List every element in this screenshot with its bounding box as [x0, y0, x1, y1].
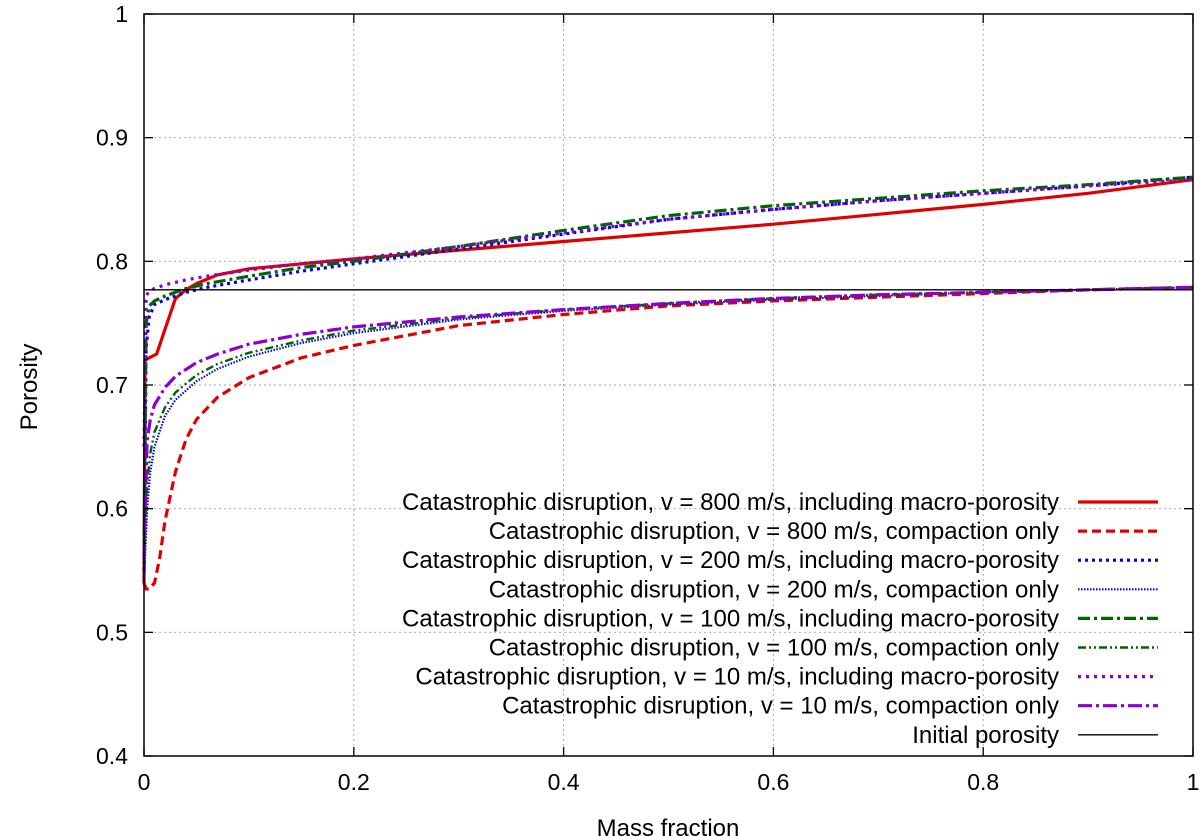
y-tick-label: 0.8	[96, 248, 128, 274]
tick-labels: 0 0.2 0.4 0.6 0.8 1 0.4 0.5 0.6 0.7 0.8 0.9 1	[96, 1, 1199, 795]
ticks	[143, 13, 1194, 757]
x-tick-label: 0.2	[338, 769, 370, 795]
legend-label-1: Catastrophic disruption, v = 800 m/s, in…	[402, 489, 1059, 516]
y-axis-label: Porosity	[16, 344, 43, 431]
y-tick-label: 0.4	[96, 743, 128, 769]
series-line-2	[142, 285, 1194, 591]
y-tick-label: 1	[115, 1, 128, 27]
series-line-8	[142, 285, 1194, 559]
legend-label-8: Catastrophic disruption, v = 10 m/s, com…	[502, 693, 1059, 720]
legend-label-6: Catastrophic disruption, v = 100 m/s, co…	[489, 635, 1059, 662]
x-axis-label: Mass fraction	[597, 815, 740, 836]
series-line-1	[142, 178, 1194, 583]
x-tick-label: 0.8	[967, 769, 999, 795]
legend-label-5: Catastrophic disruption, v = 100 m/s, in…	[402, 605, 1059, 632]
y-tick-label: 0.5	[96, 619, 128, 645]
legend-label-2: Catastrophic disruption, v = 800 m/s, co…	[489, 518, 1059, 545]
series-line-5	[142, 175, 1194, 559]
grid	[144, 14, 1193, 756]
series-layer	[142, 175, 1194, 591]
y-tick-label: 0.9	[96, 125, 128, 151]
series-line-3	[142, 175, 1194, 571]
legend-label-7: Catastrophic disruption, v = 10 m/s, inc…	[415, 664, 1059, 691]
y-tick-label: 0.6	[96, 496, 128, 522]
y-tick-label: 0.7	[96, 372, 128, 398]
series-line-7	[142, 178, 1194, 447]
legend: Catastrophic disruption, v = 800 m/s, in…	[402, 489, 1158, 749]
x-tick-label: 0	[138, 769, 151, 795]
legend-label-4: Catastrophic disruption, v = 200 m/s, co…	[489, 576, 1059, 603]
x-tick-label: 0.6	[757, 769, 789, 795]
legend-label-3: Catastrophic disruption, v = 200 m/s, in…	[402, 547, 1059, 574]
x-tick-label: 0.4	[548, 769, 580, 795]
x-tick-label: 1	[1187, 769, 1200, 795]
legend-label-9: Initial porosity	[912, 722, 1059, 749]
